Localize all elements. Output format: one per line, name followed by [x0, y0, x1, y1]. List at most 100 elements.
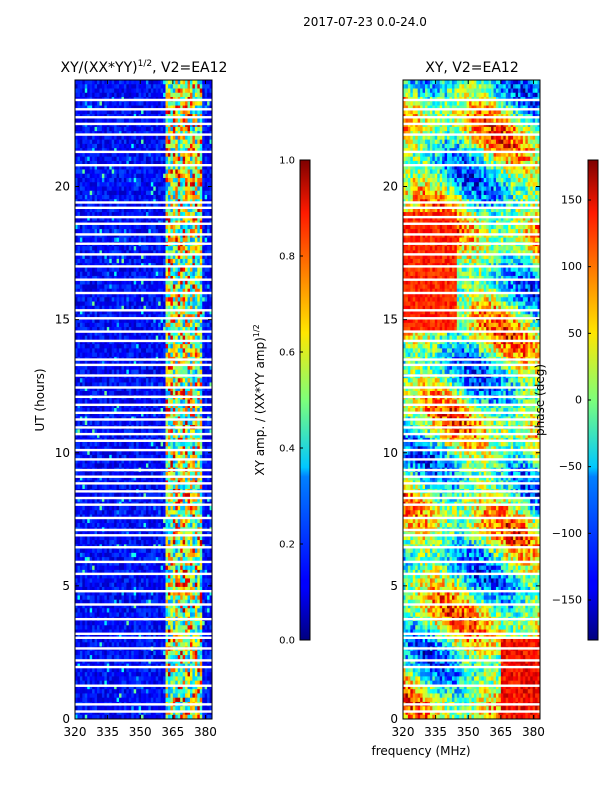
heatmap-cell — [92, 267, 95, 273]
heatmap-cell — [182, 152, 186, 158]
heatmap-cell — [114, 339, 117, 345]
heatmap-cell — [160, 267, 164, 273]
heatmap-cell — [141, 165, 144, 170]
heatmap-cell — [116, 429, 120, 434]
heatmap-cell — [101, 314, 105, 319]
heatmap-cell — [77, 310, 81, 315]
heatmap-cell — [204, 335, 208, 341]
heatmap-cell — [175, 335, 179, 341]
heatmap-cell — [192, 433, 196, 439]
heatmap-cell — [104, 258, 108, 264]
heatmap-cell — [92, 365, 95, 371]
heatmap-cell — [136, 369, 140, 375]
heatmap-cell — [116, 352, 120, 358]
heatmap-cell — [209, 212, 213, 217]
heatmap-cell — [207, 446, 210, 452]
heatmap-cell — [177, 399, 181, 405]
heatmap-cell — [87, 118, 91, 123]
heatmap-cell — [158, 88, 162, 94]
heatmap-cell — [158, 80, 162, 85]
heatmap-cell — [138, 408, 142, 413]
heatmap-cell — [185, 344, 188, 349]
heatmap-cell — [197, 186, 201, 192]
heatmap-cell — [194, 173, 198, 179]
heatmap-cell — [138, 429, 142, 434]
heatmap-cell — [143, 365, 147, 371]
heatmap-cell — [77, 224, 81, 230]
heatmap-cell — [123, 352, 127, 358]
heatmap-cell — [87, 177, 91, 183]
heatmap-cell — [160, 331, 164, 336]
heatmap-cell — [192, 420, 196, 426]
heatmap-cell — [194, 382, 198, 388]
heatmap-cell — [92, 344, 95, 349]
heatmap-cell — [128, 429, 132, 434]
heatmap-cell — [170, 344, 174, 349]
heatmap-cell — [143, 246, 147, 251]
heatmap-cell — [197, 339, 201, 345]
heatmap-cell — [99, 169, 103, 175]
heatmap-cell — [192, 408, 196, 413]
heatmap-cell — [123, 288, 127, 294]
heatmap-cell — [175, 135, 179, 141]
heatmap-cell — [187, 288, 191, 294]
heatmap-cell — [167, 177, 171, 183]
heatmap-cell — [104, 139, 108, 145]
heatmap-cell — [189, 305, 193, 311]
heatmap-cell — [170, 216, 174, 221]
heatmap-cell — [199, 420, 203, 426]
heatmap-cell — [89, 246, 93, 251]
heatmap-cell — [175, 237, 179, 243]
heatmap-cell — [197, 258, 201, 264]
heatmap-cell — [165, 105, 169, 111]
heatmap-cell — [155, 382, 159, 388]
heatmap-cell — [153, 88, 157, 94]
heatmap-cell — [109, 310, 113, 315]
heatmap-cell — [77, 101, 81, 106]
heatmap-cell — [141, 224, 144, 230]
heatmap-cell — [165, 339, 169, 345]
heatmap-cell — [104, 318, 108, 324]
heatmap-cell — [109, 297, 113, 302]
heatmap-cell — [172, 386, 176, 392]
heatmap-cell — [209, 250, 213, 256]
heatmap-cell — [138, 361, 142, 366]
heatmap-cell — [121, 143, 125, 149]
heatmap-cell — [75, 399, 78, 405]
heatmap-cell — [194, 254, 198, 260]
heatmap-cell — [175, 271, 179, 277]
heatmap-cell — [79, 173, 83, 179]
heatmap-cell — [77, 348, 81, 354]
heatmap-cell — [114, 165, 117, 170]
heatmap-cell — [155, 165, 159, 170]
heatmap-cell — [106, 399, 110, 405]
heatmap-cell — [170, 148, 174, 153]
heatmap-cell — [131, 271, 135, 277]
heatmap-cell — [89, 429, 93, 434]
heatmap-cell — [94, 177, 98, 183]
heatmap-cell — [189, 229, 193, 234]
heatmap-cell — [175, 152, 179, 158]
heatmap-cell — [185, 224, 188, 230]
heatmap-cell — [101, 288, 105, 294]
heatmap-cell — [160, 148, 164, 153]
heatmap-cell — [104, 173, 108, 179]
heatmap-cell — [97, 318, 100, 324]
heatmap-cell — [138, 190, 142, 196]
heatmap-cell — [131, 203, 135, 209]
heatmap-cell — [97, 378, 100, 383]
heatmap-cell — [207, 207, 210, 213]
heatmap-cell — [192, 352, 196, 358]
heatmap-cell — [148, 101, 152, 106]
heatmap-cell — [97, 348, 100, 354]
heatmap-cell — [185, 126, 188, 132]
heatmap-cell — [133, 173, 137, 179]
heatmap-cell — [145, 254, 149, 260]
heatmap-cell — [92, 331, 95, 336]
heatmap-cell — [143, 88, 147, 94]
heatmap-cell — [165, 327, 169, 332]
heatmap-cell — [97, 310, 100, 315]
heatmap-cell — [92, 224, 95, 230]
heatmap-cell — [94, 165, 98, 170]
heatmap-cell — [84, 177, 88, 183]
